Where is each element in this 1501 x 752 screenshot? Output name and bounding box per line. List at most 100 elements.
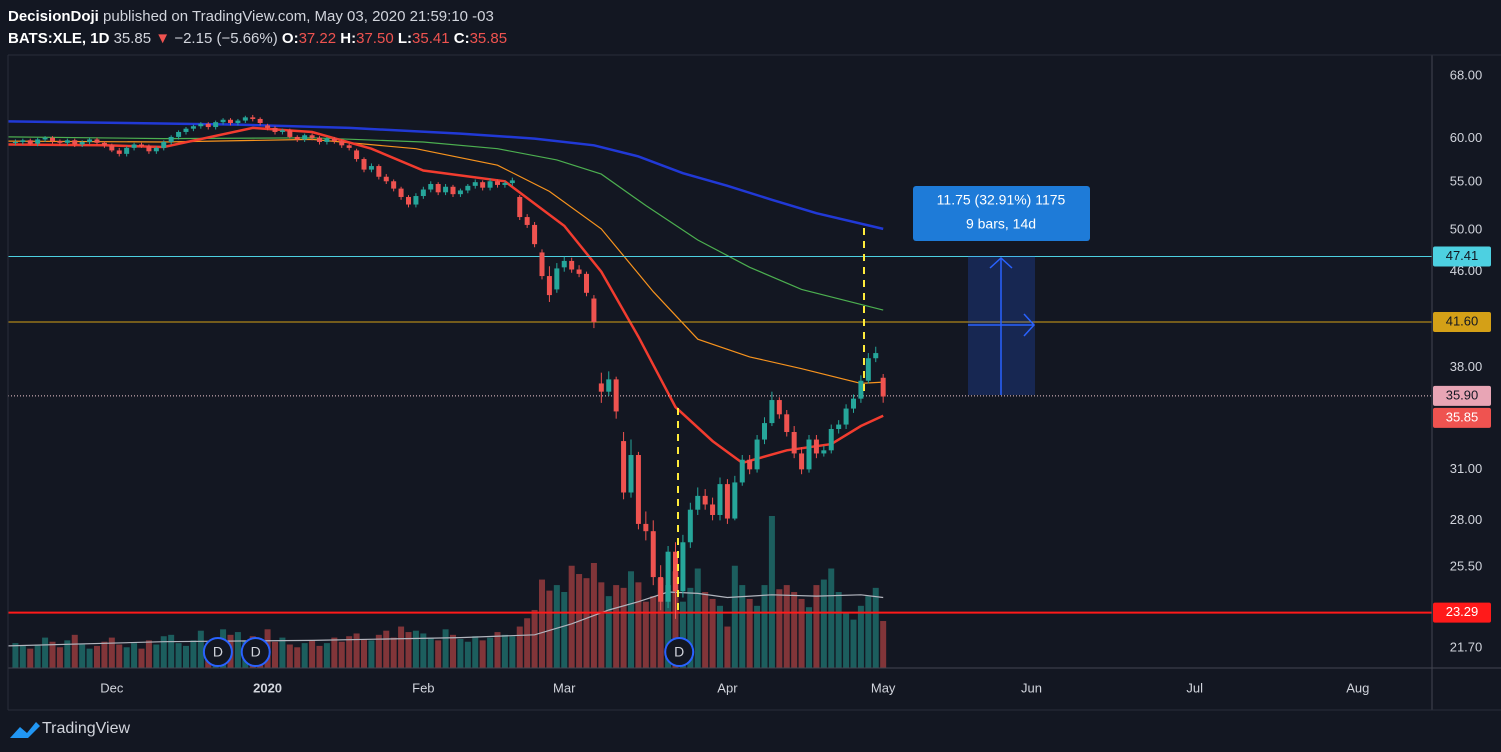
volume-bar: [665, 585, 672, 668]
volume-ma-line: [7, 591, 884, 647]
change: −2.15 (−5.66%): [174, 30, 277, 47]
volume-bar: [761, 585, 768, 668]
event-marker: [202, 637, 233, 667]
price-badge-label: 41.60: [1446, 313, 1479, 328]
volume-bar: [857, 605, 864, 668]
candle-body: [94, 139, 100, 143]
candle-body: [131, 144, 137, 148]
candle-body: [413, 196, 419, 205]
volume-bar: [628, 571, 634, 668]
candle-body: [139, 144, 144, 147]
volume-bar: [568, 565, 575, 668]
volume-bar: [820, 579, 827, 668]
symbol: BATS:XLE, 1D: [8, 30, 110, 47]
measure-label-box: [913, 186, 1090, 241]
header-line-2: BATS:XLE, 1D 35.85 ▼ −2.15 (−5.66%) O:37…: [8, 30, 507, 47]
candle-body: [606, 379, 612, 392]
candle-body: [628, 455, 634, 493]
x-tick-label: Jul: [1186, 680, 1203, 695]
candle-body: [265, 125, 271, 128]
candle-body: [784, 414, 790, 432]
candle-body: [279, 130, 285, 132]
volume-bar: [605, 596, 612, 668]
c-value: 35.85: [470, 30, 508, 47]
volume-bar: [635, 582, 642, 668]
event-label: D: [213, 644, 223, 660]
candle-body: [324, 138, 330, 142]
volume-bar: [768, 516, 775, 668]
y-tick-label: 21.70: [1450, 639, 1483, 654]
y-tick-label: 68.00: [1450, 67, 1483, 82]
volume-bar: [531, 609, 538, 668]
event-marker: [240, 637, 271, 667]
candle-body: [480, 182, 486, 188]
y-tick-label: 50.00: [1450, 221, 1483, 236]
candle-body: [361, 159, 367, 170]
volume-bar: [346, 636, 353, 668]
y-tick-label: 38.00: [1450, 359, 1483, 374]
volume-bar: [546, 590, 553, 668]
candle-body: [428, 184, 434, 190]
l-label: L:: [398, 30, 412, 47]
candle-body: [843, 408, 849, 425]
candle-body: [591, 298, 597, 323]
o-value: 37.22: [299, 30, 337, 47]
candle-body: [576, 269, 582, 274]
o-label: O:: [282, 30, 299, 47]
candle-body: [502, 183, 508, 185]
volume-bar: [494, 632, 501, 668]
candle-body: [865, 358, 871, 381]
price-badge: [1433, 602, 1491, 623]
moving-average-line: [7, 136, 884, 311]
volume-bar: [479, 640, 486, 668]
volume-bar: [798, 598, 805, 668]
candle-body: [665, 551, 671, 602]
candle-body: [769, 400, 775, 424]
candle-body: [487, 181, 493, 188]
candle-body: [420, 189, 426, 197]
x-tick-label: Jun: [1021, 680, 1042, 695]
candle-body: [220, 119, 226, 123]
volume-bar: [642, 601, 649, 668]
volume-bar: [880, 621, 887, 668]
y-tick-label: 46.00: [1450, 263, 1483, 278]
candle-body: [317, 137, 322, 142]
volume-bar: [272, 641, 278, 668]
price-badge-label: 35.90: [1446, 387, 1479, 402]
y-tick-label: 55.00: [1450, 174, 1483, 189]
y-tick-label: 28.00: [1450, 512, 1483, 527]
volume-bar: [71, 634, 78, 668]
candle-body: [732, 482, 738, 519]
candle-body: [205, 123, 211, 128]
volume-bar: [175, 643, 182, 668]
candle-body: [791, 431, 797, 454]
measure-arrow-head: [1023, 313, 1036, 337]
volume-bar: [309, 640, 316, 668]
candle-body: [398, 188, 404, 197]
x-tick-label: 2020: [253, 680, 282, 695]
candle-body: [532, 224, 538, 245]
moving-average-line: [7, 126, 884, 465]
candle-body: [309, 135, 315, 138]
candle-body: [858, 380, 864, 399]
candle-body: [673, 551, 678, 592]
volume-bar: [12, 643, 19, 668]
candle-body: [747, 459, 753, 470]
candle-body: [257, 118, 263, 123]
candle-body: [368, 166, 374, 170]
volume-bar: [86, 648, 93, 668]
x-tick-label: Dec: [100, 680, 124, 695]
x-tick-label: May: [871, 680, 896, 695]
volume-bar: [754, 605, 761, 668]
candle-body: [435, 184, 441, 193]
candle-body: [873, 353, 879, 359]
x-tick-label: Mar: [553, 680, 576, 695]
measure-arrow-head: [989, 256, 1013, 269]
candle-body: [569, 260, 575, 270]
volume-bar: [49, 641, 56, 668]
volume-bar: [323, 643, 330, 668]
event-label: D: [251, 644, 261, 660]
candle-body: [339, 141, 345, 146]
candle-body: [331, 138, 337, 142]
arrow: ▼: [155, 30, 170, 47]
